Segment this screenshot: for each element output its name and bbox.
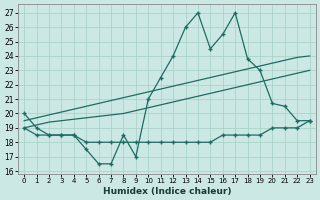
X-axis label: Humidex (Indice chaleur): Humidex (Indice chaleur) (103, 187, 231, 196)
